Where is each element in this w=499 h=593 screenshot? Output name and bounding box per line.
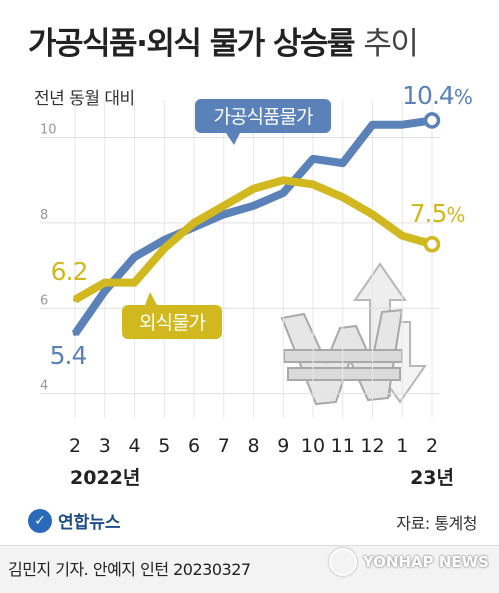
y-axis-ticks: 4 6 8 10 [40,123,57,394]
value-unit: % [446,203,464,227]
series-callout-tail [226,133,240,145]
data-point [311,182,315,187]
x-tick-label: 2 [426,435,438,457]
data-point [102,289,107,294]
x-tick-label: 11 [331,435,355,457]
data-point [132,280,137,285]
series-callout-tail [145,292,157,305]
year-label: 2022년 [70,467,140,489]
x-tick-label: 2 [69,435,81,457]
watermark-text: YONHAP NEWS [362,553,489,571]
title-main: 가공식품·외식 물가 상승률 [28,26,356,62]
data-point [400,122,405,127]
data-label-end: 10.4% [402,81,472,110]
x-tick-label: 12 [360,435,384,457]
y-tick-label: 8 [40,208,48,223]
x-tick-label: 10 [301,435,325,457]
end-point-marker [423,235,441,253]
y-tick-label: 4 [40,379,48,394]
credit-line: 김민지 기자. 안예지 인턴 20230327 [8,560,251,579]
data-point [102,280,107,285]
yonhap-logo: ✓ 연합뉴스 [28,508,121,533]
y-tick-label: 6 [40,293,48,308]
data-point [73,331,77,336]
data-point [162,237,167,242]
data-point [370,212,375,217]
credit-bar [0,545,499,593]
series-name-label: 가공식품물가 [214,106,313,128]
x-tick-label: 1 [396,435,408,457]
data-point [370,122,375,127]
data-point [221,212,226,217]
logo-text: 연합뉴스 [58,513,121,533]
data-point [251,186,256,191]
data-point [281,191,286,195]
x-tick-label: 4 [128,435,140,457]
won-price-decoration [280,262,427,406]
x-tick-label: 9 [277,435,289,457]
data-point [251,203,256,208]
chart-title: 가공식품·외식 물가 상승률 추이 [28,18,419,63]
series-name-label: 외식물가 [139,312,205,334]
series-callout-box [195,99,331,133]
data-label-end: 7.5% [410,199,465,228]
series-group [71,112,441,337]
chart-subtitle: 전년 동월 대비 [34,89,135,109]
watermark: YONHAP NEWS [328,548,489,576]
won-sign-icon [280,308,404,406]
x-tick-label: 6 [188,435,200,457]
watermark-icon [328,548,357,576]
x-tick-label: 7 [218,435,230,457]
data-point [73,297,77,302]
source-note: 자료: 통계청 [396,514,477,533]
grid [40,100,440,418]
data-point [162,246,167,251]
x-tick-label: 5 [158,435,170,457]
year-label: 23년 [410,467,454,489]
x-tick-label: 3 [99,435,111,457]
yonhap-logo-icon: ✓ [28,508,52,533]
title-suffix: 추이 [363,26,419,62]
value-unit: % [454,85,472,109]
y-tick-label: 10 [40,123,57,138]
data-point [400,233,405,238]
data-point [132,255,137,260]
data-point [192,220,196,225]
data-label-start: 5.4 [50,341,87,370]
x-tick-label: 8 [247,435,259,457]
data-point [340,161,345,166]
series-callout-box [122,305,222,339]
end-point-marker [423,112,441,129]
data-label-start: 6.2 [51,257,88,286]
data-point [340,195,345,200]
data-point [281,178,286,183]
data-point [311,156,315,161]
data-point [221,203,226,208]
